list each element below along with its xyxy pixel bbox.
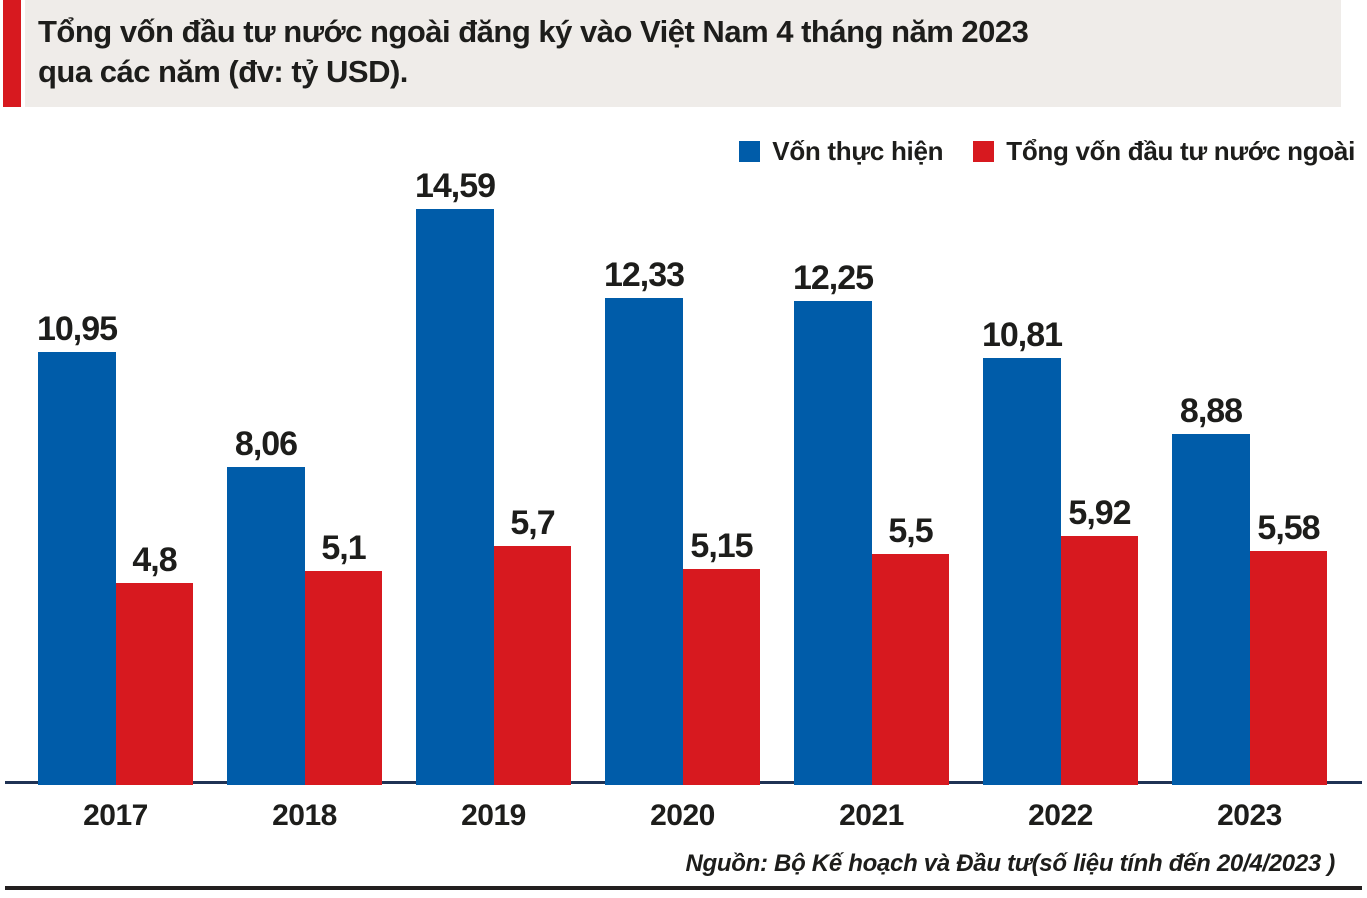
x-axis-label: 2019 bbox=[461, 799, 526, 832]
legend-item-tong-von: Tổng vốn đầu tư nước ngoài bbox=[973, 136, 1355, 167]
legend-label: Vốn thực hiện bbox=[772, 136, 944, 166]
bar-von-thuc-hien-2018 bbox=[227, 467, 305, 785]
bar-value-label: 10,95 bbox=[36, 310, 118, 348]
bar-value-label: 5,92 bbox=[1068, 494, 1131, 532]
x-axis-label: 2021 bbox=[839, 799, 904, 832]
bar-value-label: 12,33 bbox=[603, 256, 685, 294]
bar-von-thuc-hien-2021 bbox=[794, 301, 872, 785]
bar-tong-von-dau-tu-nuoc-ngoai-2017 bbox=[116, 583, 193, 785]
title-line-1: Tổng vốn đầu tư nước ngoài đăng ký vào V… bbox=[38, 14, 1029, 49]
bar-tong-von-dau-tu-nuoc-ngoai-2020 bbox=[683, 569, 760, 785]
bar-value-label: 14,59 bbox=[414, 167, 496, 205]
bar-value-label: 5,1 bbox=[321, 529, 366, 567]
bar-von-thuc-hien-2022 bbox=[983, 358, 1061, 785]
bar-value-label: 5,15 bbox=[690, 527, 753, 565]
x-axis-label: 2022 bbox=[1028, 799, 1093, 832]
bar-value-label: 8,06 bbox=[234, 425, 298, 463]
legend-label: Tổng vốn đầu tư nước ngoài bbox=[1006, 136, 1355, 166]
legend-swatch-blue-icon bbox=[739, 141, 761, 162]
bar-von-thuc-hien-2020 bbox=[605, 298, 683, 785]
x-axis-label: 2020 bbox=[650, 799, 715, 832]
legend-item-von-thuc-hien: Vốn thực hiện bbox=[739, 136, 944, 167]
bar-value-label: 8,88 bbox=[1179, 392, 1243, 430]
bar-value-label: 4,8 bbox=[132, 541, 177, 579]
page-title: Tổng vốn đầu tư nước ngoài đăng ký vào V… bbox=[38, 12, 1318, 92]
bar-tong-von-dau-tu-nuoc-ngoai-2023 bbox=[1250, 551, 1327, 785]
bar-tong-von-dau-tu-nuoc-ngoai-2019 bbox=[494, 546, 571, 785]
legend-swatch-red-icon bbox=[973, 141, 995, 162]
legend: Vốn thực hiện Tổng vốn đầu tư nước ngoài bbox=[739, 136, 1355, 167]
source-note: Nguồn: Bộ Kế hoạch và Đầu tư(số liệu tín… bbox=[685, 850, 1336, 877]
title-block bbox=[25, 0, 1341, 107]
x-axis-label: 2023 bbox=[1217, 799, 1282, 832]
bar-value-label: 12,25 bbox=[792, 259, 874, 297]
bar-von-thuc-hien-2023 bbox=[1172, 434, 1250, 785]
bar-von-thuc-hien-2017 bbox=[38, 352, 116, 785]
bar-value-label: 5,58 bbox=[1257, 509, 1320, 547]
bar-tong-von-dau-tu-nuoc-ngoai-2021 bbox=[872, 554, 949, 785]
bar-value-label: 10,81 bbox=[981, 316, 1063, 354]
bar-tong-von-dau-tu-nuoc-ngoai-2018 bbox=[305, 571, 382, 785]
title-accent-bar bbox=[3, 0, 21, 107]
x-axis-label: 2018 bbox=[272, 799, 337, 832]
bar-von-thuc-hien-2019 bbox=[416, 209, 494, 785]
bar-value-label: 5,7 bbox=[510, 504, 555, 542]
bar-value-label: 5,5 bbox=[888, 512, 933, 550]
bottom-rule bbox=[5, 886, 1362, 890]
bar-tong-von-dau-tu-nuoc-ngoai-2022 bbox=[1061, 536, 1138, 785]
title-line-2: qua các năm (đv: tỷ USD). bbox=[38, 54, 408, 89]
x-axis-label: 2017 bbox=[83, 799, 148, 832]
